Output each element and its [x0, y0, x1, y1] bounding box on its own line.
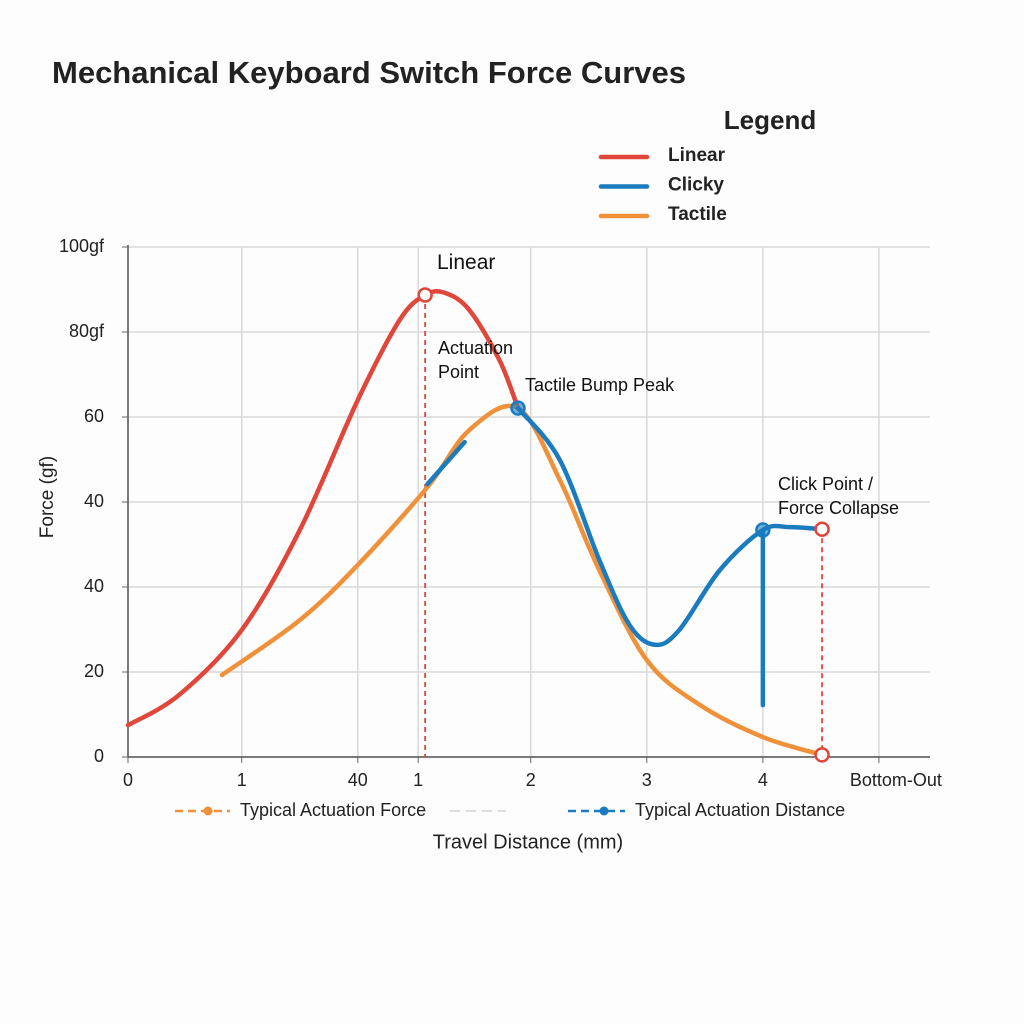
x-tick-label: 1 — [413, 770, 423, 790]
x-axis-label: Travel Distance (mm) — [433, 831, 623, 853]
reference-dot — [599, 806, 609, 816]
legend-label: Clicky — [668, 175, 724, 196]
annotation: Actuation Point — [438, 338, 514, 382]
marker — [814, 747, 830, 763]
y-tick-label: 40 — [84, 491, 104, 511]
reference-label: Typical Actuation Force — [240, 800, 426, 820]
series-line — [219, 403, 825, 758]
y-tick-label: 0 — [94, 746, 104, 766]
annotation: Linear — [437, 251, 496, 274]
marker — [755, 522, 771, 538]
reference-label: Typical Actuation Distance — [635, 800, 845, 820]
chart-title: Mechanical Keyboard Switch Force Curves — [52, 55, 686, 90]
y-tick-label: 80gf — [69, 321, 105, 341]
reference-dot — [203, 806, 213, 816]
y-tick-label: 40 — [84, 576, 104, 596]
x-tick-label: 2 — [526, 770, 536, 790]
x-tick-label: 40 — [348, 770, 368, 790]
marker — [417, 287, 433, 303]
annotation: Click Point / Force Collapse — [778, 474, 900, 518]
series-line — [125, 289, 521, 728]
y-axis-label: Force (gf) — [37, 456, 58, 538]
x-tick-label: 0 — [123, 770, 133, 790]
x-tick-label: 3 — [642, 770, 652, 790]
x-tick-label: Bottom-Out — [850, 770, 942, 790]
y-tick-label: 100gf — [59, 236, 105, 256]
series-line — [425, 405, 825, 708]
legend-title: Legend — [724, 105, 816, 135]
y-tick-label: 60 — [84, 406, 104, 426]
y-tick-label: 20 — [84, 661, 104, 681]
marker — [510, 400, 526, 416]
legend-label: Linear — [668, 145, 726, 166]
annotation: Tactile Bump Peak — [525, 375, 675, 395]
x-tick-label: 4 — [758, 770, 768, 790]
x-tick-label: 1 — [237, 770, 247, 790]
legend-label: Tactile — [668, 204, 727, 225]
marker — [814, 521, 830, 537]
